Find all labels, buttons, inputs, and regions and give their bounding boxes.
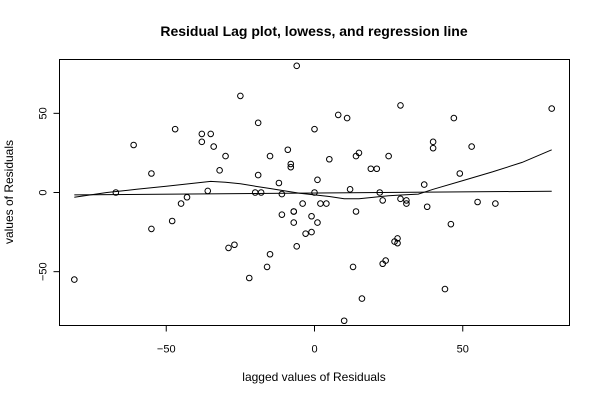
plot-area: −50 0 50 −50 0 50 — [38, 59, 570, 356]
data-point — [254, 119, 262, 127]
data-point — [355, 149, 363, 157]
data-point — [423, 203, 431, 211]
data-point — [251, 189, 259, 196]
data-point — [311, 189, 318, 196]
data-point — [385, 152, 392, 160]
data-point — [231, 241, 238, 249]
points-layer — [71, 62, 556, 325]
data-point — [314, 219, 321, 226]
data-point — [397, 195, 404, 203]
data-point — [468, 143, 475, 150]
data-point — [216, 167, 223, 174]
y-tick-label: 50 — [38, 107, 50, 119]
regression-layer — [74, 190, 552, 196]
data-point — [429, 138, 437, 146]
y-tick-label: −50 — [38, 262, 50, 281]
data-point — [450, 114, 458, 122]
data-point — [492, 200, 499, 207]
data-point — [394, 235, 401, 242]
data-point — [302, 230, 309, 237]
data-point — [275, 179, 283, 187]
data-point — [314, 176, 321, 184]
x-tick-label: 50 — [457, 344, 469, 356]
data-point — [284, 146, 292, 154]
data-point — [171, 125, 179, 133]
data-point — [441, 285, 449, 293]
data-point — [266, 250, 274, 258]
data-point — [290, 219, 298, 226]
x-tick-label: 0 — [311, 344, 317, 356]
plot-frame — [59, 59, 570, 326]
data-point — [382, 257, 389, 264]
data-point — [403, 197, 410, 204]
data-point — [346, 186, 354, 193]
data-point — [148, 170, 155, 177]
data-point — [358, 295, 366, 302]
y-axis-label: values of Residuals — [2, 140, 16, 244]
data-point — [379, 197, 386, 204]
data-point — [397, 102, 404, 109]
data-point — [198, 130, 206, 138]
chart-title: Residual Lag plot, lowess, and regressio… — [160, 23, 468, 39]
data-point — [278, 211, 286, 218]
data-point — [326, 155, 333, 163]
data-point — [376, 189, 384, 196]
data-point — [474, 198, 481, 206]
data-point — [317, 200, 324, 207]
data-point — [71, 276, 78, 283]
data-point — [112, 189, 120, 196]
data-point — [183, 193, 191, 201]
data-point — [263, 263, 271, 271]
data-point — [207, 130, 215, 138]
regression-line — [74, 190, 552, 196]
data-point — [222, 152, 229, 160]
data-point — [210, 143, 217, 150]
data-point — [323, 200, 330, 207]
x-axis: −50 0 50 — [157, 325, 469, 356]
data-point — [204, 187, 212, 195]
data-point — [548, 105, 556, 112]
data-point — [403, 200, 410, 207]
data-point — [343, 114, 351, 122]
data-point — [237, 92, 244, 100]
data-point — [373, 165, 381, 173]
data-point — [168, 217, 176, 225]
data-point — [367, 165, 375, 173]
data-point — [429, 144, 437, 152]
data-point — [177, 200, 185, 207]
data-point — [225, 244, 232, 252]
data-point — [130, 141, 137, 149]
x-axis-label: lagged values of Residuals — [242, 370, 385, 384]
data-point — [308, 228, 315, 236]
data-point — [254, 171, 262, 179]
data-point — [456, 170, 464, 177]
data-point — [447, 220, 455, 228]
data-point — [287, 163, 295, 171]
data-point — [278, 190, 286, 198]
data-point — [334, 111, 342, 119]
data-point — [340, 317, 348, 325]
data-point — [308, 212, 315, 220]
data-point — [394, 239, 401, 247]
y-tick-label: 0 — [38, 189, 50, 195]
data-point — [148, 225, 155, 233]
y-axis: −50 0 50 — [38, 107, 60, 281]
data-point — [299, 200, 306, 207]
data-point — [293, 243, 301, 250]
data-point — [287, 160, 295, 168]
data-point — [311, 125, 318, 133]
data-point — [266, 152, 274, 160]
data-point — [420, 181, 428, 188]
x-tick-label: −50 — [157, 344, 176, 356]
data-point — [293, 62, 301, 70]
data-point — [257, 189, 265, 196]
data-point — [352, 208, 360, 215]
data-point — [290, 208, 298, 215]
data-point — [245, 274, 253, 282]
data-point — [349, 263, 357, 271]
data-point — [198, 138, 206, 146]
